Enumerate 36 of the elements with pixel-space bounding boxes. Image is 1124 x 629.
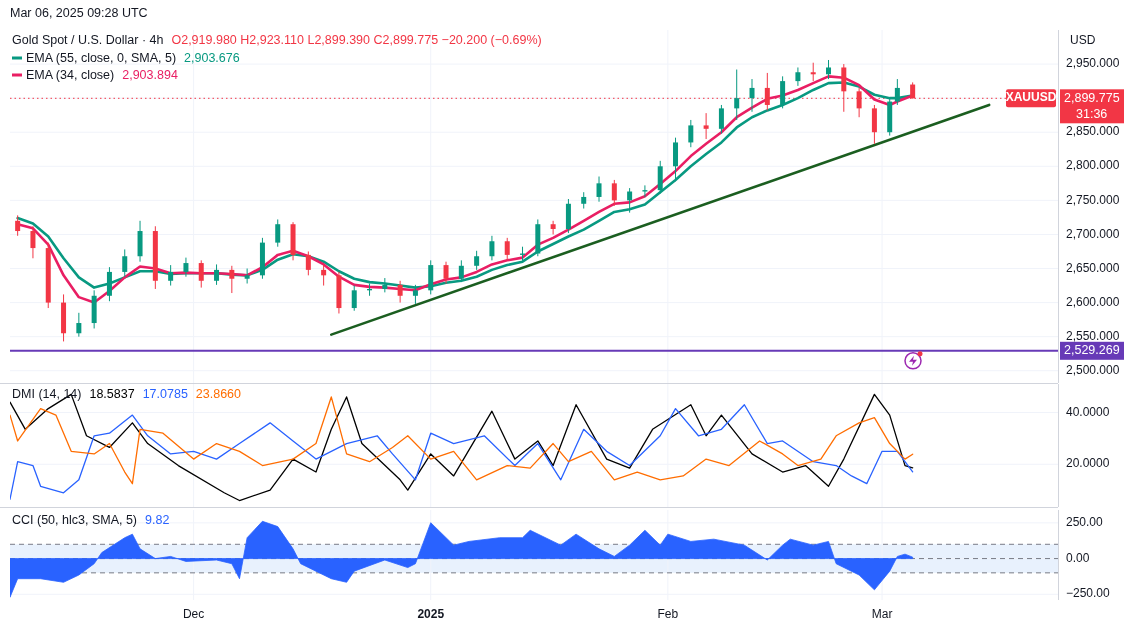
text: 2,899.775 [1064,90,1120,105]
y-tick-label: 2,800.000 [1066,158,1120,173]
legend-label: EMA (55, close, 0, SMA, 5) [26,51,177,65]
chart-title: CCI (50, hlc3, SMA, 5) [12,513,138,527]
annotation: 17.0785 [142,387,188,401]
y-tick-label: 2,750.000 [1066,192,1120,207]
x-tick-label: Mar [871,607,893,621]
y-tick-label: 2,850.000 [1066,124,1120,139]
ref-line-label: 2,529.269 [1064,343,1120,358]
text: 31:36 [1076,106,1108,121]
x-tick-label: 2025 [417,607,445,621]
y-tick-label: 2,650.000 [1066,260,1120,275]
annotation: 2,903.676 [184,51,240,65]
legend-label: EMA (34, close) [26,68,115,82]
y-tick-label: 20.0000 [1066,456,1110,471]
y-axis-title: USD [1070,33,1096,47]
annotation: 18.5837 [89,387,135,401]
y-tick-label: 40.0000 [1066,404,1110,419]
y-tick-label: 2,550.000 [1066,328,1120,343]
y-tick-label: 2,700.000 [1066,226,1120,241]
y-tick-label: 2,600.000 [1066,294,1120,309]
chart-subtitle: Mar 06, 2025 09:28 UTC [10,6,148,20]
ref-line-label: XAUUSD [1005,90,1057,105]
annotation: 23.8660 [195,387,242,401]
y-tick-label: 2,500.000 [1066,362,1120,377]
chart-title: DMI (14, 14) [12,387,82,401]
annotation: 9.82 [145,513,170,527]
x-tick-label: Feb [657,607,679,621]
y-tick-label: 0.00 [1066,550,1090,565]
x-tick-label: Dec [182,607,205,621]
chart-title: Gold Spot / U.S. Dollar · 4h [12,33,164,47]
annotation: O2,919.980 H2,923.110 L2,899.390 C2,899.775 −20.200 (−0.69%) [171,33,542,47]
y-tick-label: 2,950.000 [1066,56,1120,71]
annotation: 2,903.894 [122,68,178,82]
y-tick-label: 250.00 [1066,515,1104,530]
y-tick-label: −250.00 [1066,586,1111,601]
